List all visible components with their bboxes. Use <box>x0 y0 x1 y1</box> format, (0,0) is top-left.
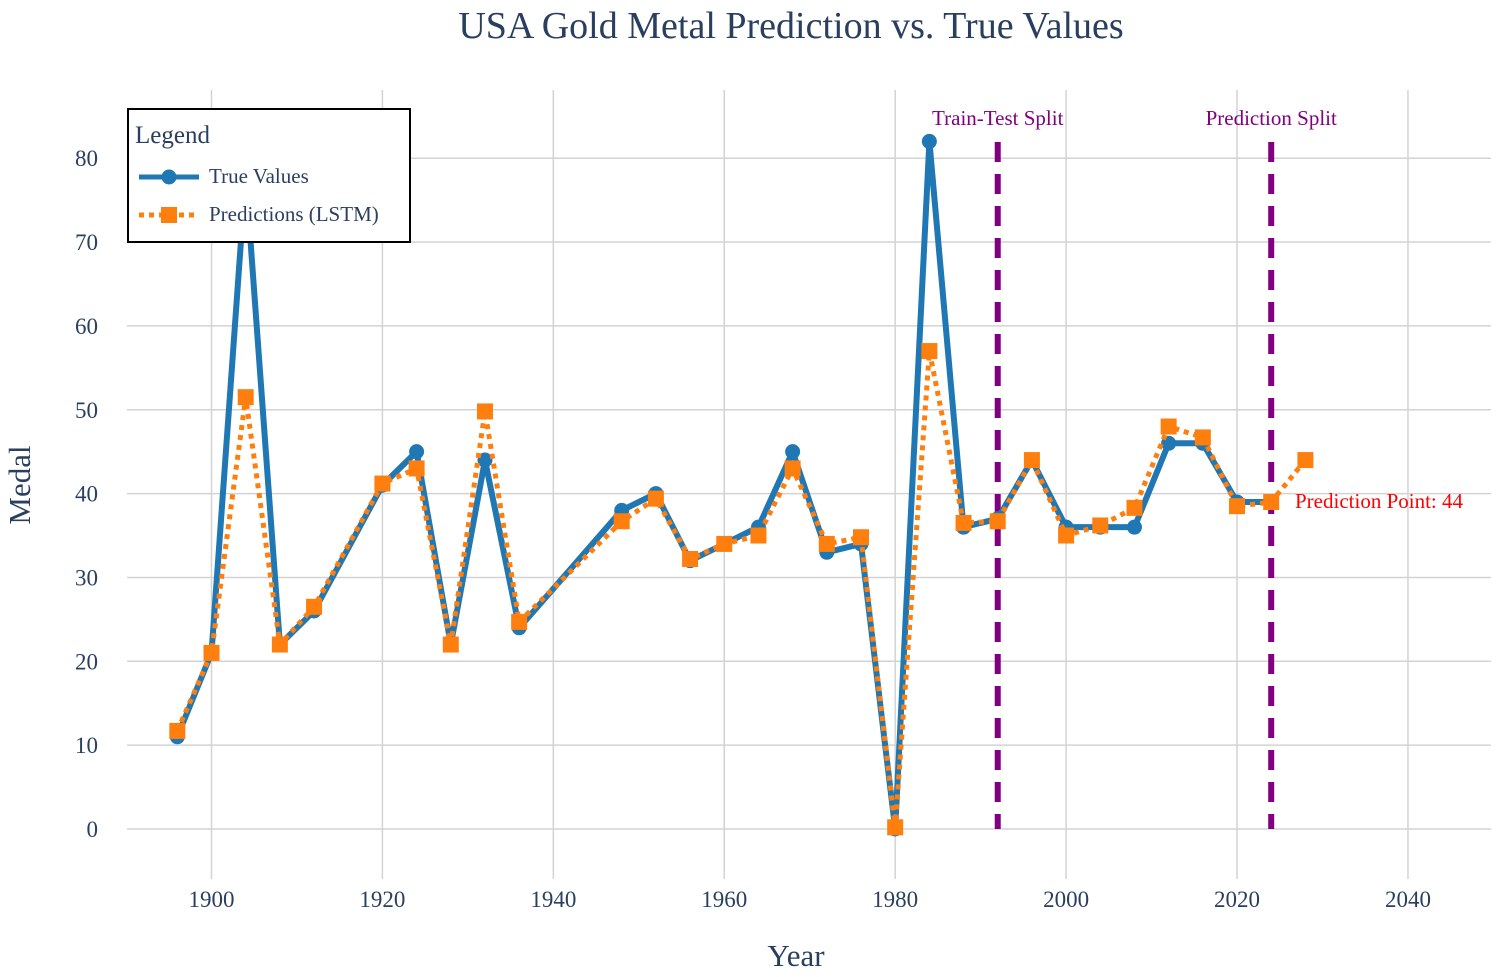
prediction-point <box>169 722 186 739</box>
prediction-point <box>408 460 425 477</box>
prediction-point <box>1263 493 1280 510</box>
prediction-point <box>1194 429 1211 446</box>
legend-label-predictions: Predictions (LSTM) <box>209 202 379 226</box>
y-tick-label: 40 <box>75 482 98 507</box>
true-value-point <box>921 133 937 149</box>
prediction-point <box>1297 452 1314 469</box>
true-value-point <box>477 452 493 468</box>
y-tick-label: 30 <box>75 565 98 590</box>
prediction-point <box>989 513 1006 530</box>
prediction-point <box>271 636 288 653</box>
x-tick-label: 1960 <box>701 887 747 912</box>
true-value-point <box>785 444 801 460</box>
x-tick-label: 1900 <box>189 887 235 912</box>
prediction-point <box>306 598 323 615</box>
prediction-point <box>613 513 630 530</box>
prediction-point-annotation: Prediction Point: 44 <box>1295 489 1464 513</box>
split-line-label: Train-Test Split <box>932 106 1064 130</box>
legend-item-predictions[interactable]: Predictions (LSTM) <box>137 200 407 230</box>
y-tick-label: 10 <box>75 733 98 758</box>
prediction-point <box>784 460 801 477</box>
prediction-point <box>1058 527 1075 544</box>
x-tick-label: 1980 <box>872 887 918 912</box>
true-value-point <box>1126 519 1142 535</box>
prediction-point <box>442 636 459 653</box>
y-tick-label: 50 <box>75 398 98 423</box>
predictions-swatch <box>139 207 199 223</box>
x-tick-label: 1940 <box>530 887 576 912</box>
y-axis-label: Medal <box>2 445 37 524</box>
y-tick-label: 60 <box>75 314 98 339</box>
x-tick-label: 2040 <box>1385 887 1431 912</box>
prediction-point <box>476 403 493 420</box>
prediction-point <box>1229 498 1246 515</box>
chart-title: USA Gold Metal Prediction vs. True Value… <box>458 5 1124 47</box>
prediction-point <box>1160 418 1177 435</box>
prediction-point <box>750 527 767 544</box>
prediction-point <box>374 475 391 492</box>
prediction-point <box>1126 499 1143 516</box>
x-axis-label: Year <box>767 938 825 973</box>
prediction-point <box>1092 517 1109 534</box>
legend-label-true-values: True Values <box>209 164 309 188</box>
predictions-line <box>175 348 1308 830</box>
prediction-point <box>887 819 904 836</box>
prediction-point <box>955 514 972 531</box>
prediction-point <box>716 535 733 552</box>
split-lines: Train-Test Split Prediction Split <box>932 106 1337 829</box>
legend-item-true-values[interactable]: True Values <box>137 162 407 192</box>
prediction-point <box>511 613 528 630</box>
prediction-point <box>818 535 835 552</box>
y-tick-label: 80 <box>75 146 98 171</box>
prediction-point <box>682 551 699 568</box>
legend: Legend True Values Predictions (LSTM) <box>127 108 411 243</box>
prediction-point <box>921 343 938 360</box>
true-value-point <box>409 444 425 460</box>
y-tick-label: 70 <box>75 230 98 255</box>
x-tick-label: 2020 <box>1214 887 1260 912</box>
prediction-point <box>1023 452 1040 469</box>
true-values-swatch <box>139 169 199 185</box>
x-tick-label: 2000 <box>1043 887 1089 912</box>
split-line-label: Prediction Split <box>1206 106 1337 130</box>
prediction-point <box>852 529 869 546</box>
prediction-point <box>203 644 220 661</box>
legend-title: Legend <box>135 122 210 149</box>
series-group <box>169 133 1314 837</box>
prediction-point <box>647 490 664 507</box>
y-tick-label: 0 <box>87 817 99 842</box>
tick-labels: 1900 1920 1940 1960 1980 2000 2020 2040 0 10 20 30 4… <box>75 146 1431 912</box>
y-tick-label: 20 <box>75 649 98 674</box>
x-tick-label: 1920 <box>359 887 405 912</box>
prediction-point <box>237 389 254 406</box>
